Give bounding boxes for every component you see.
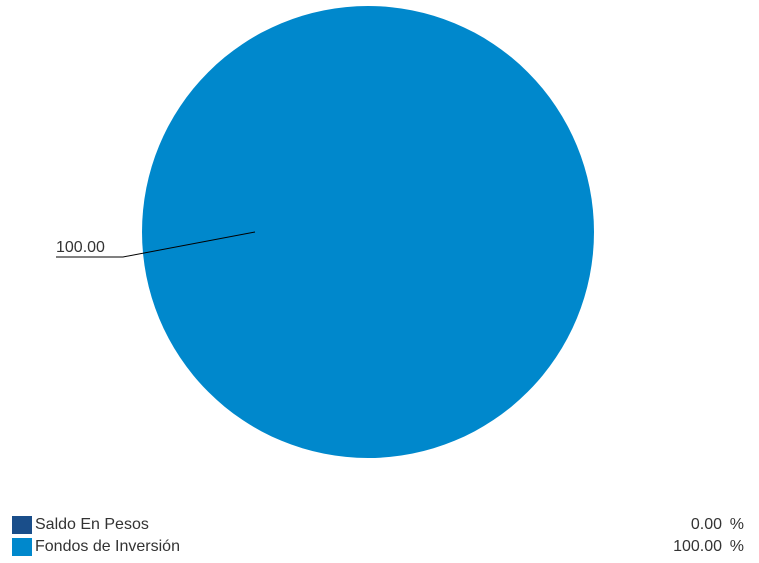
legend-item-saldo-en-pesos: Saldo En Pesos 0.00 % — [12, 514, 744, 536]
legend-label: Saldo En Pesos — [35, 516, 149, 533]
legend-swatch — [12, 516, 32, 534]
pie-chart-svg: 100.00 — [56, 6, 594, 458]
slice-data-label: 100.00 — [56, 239, 105, 256]
slice-label-leader-line — [56, 231, 256, 258]
legend-value: 0.00 — [690, 516, 722, 533]
pie-slice-fondos-de-inversion — [142, 6, 594, 458]
legend-unit: % — [729, 516, 744, 533]
legend: Saldo En Pesos 0.00 % Fondos de Inversió… — [12, 514, 744, 558]
legend-item-fondos-de-inversion: Fondos de Inversión 100.00 % — [12, 536, 744, 558]
legend-unit: % — [729, 538, 744, 555]
pie-chart: 100.00 — [56, 6, 594, 458]
legend-value: 100.00 — [673, 538, 722, 555]
legend-swatch — [12, 538, 32, 556]
legend-label: Fondos de Inversión — [35, 538, 180, 555]
